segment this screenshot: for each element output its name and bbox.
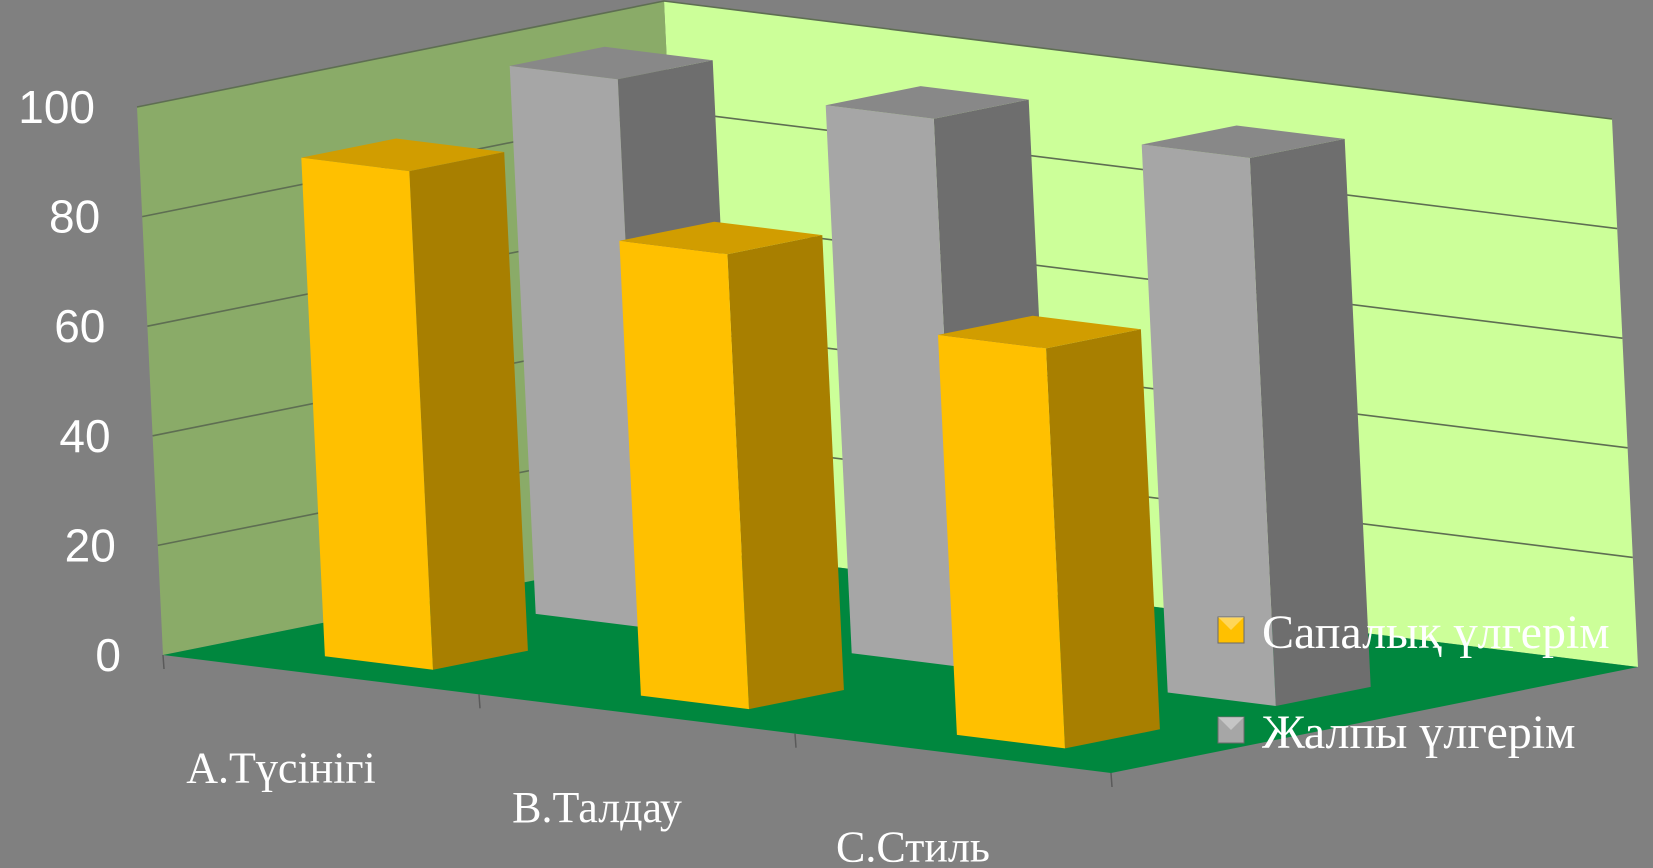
legend-label: Жалпы үлгерім [1262,706,1575,759]
bar-front [1141,144,1276,706]
bar-sapalyq-1 [301,138,528,670]
bar-front [938,334,1065,749]
bar-side [1249,138,1371,706]
category-label: A.Түсінігі [186,744,375,793]
legend-swatch [1217,616,1245,644]
bar-side [409,152,528,670]
x-axis-tick [162,654,165,670]
bar-side [1046,329,1160,749]
legend-label: Сапалық үлгерім [1262,606,1610,659]
y-tick-label: 0 [95,629,121,681]
bar-side [727,235,844,710]
legend-item: Жалпы үлгерім [1217,706,1575,759]
y-tick-label: 40 [59,410,110,462]
y-tick-label: 100 [18,81,95,133]
bar-top [1141,125,1345,158]
category-label: B.Талдау [512,783,682,832]
gridline [136,0,1613,120]
legend-swatch [1217,716,1245,744]
x-axis-tick [794,733,797,748]
y-tick-label: 20 [65,519,116,571]
bar-zhalpy-3 [1141,125,1371,706]
x-axis-tick [478,694,481,709]
bar-sapalyq-3 [938,315,1160,749]
bar-top [509,46,713,80]
legend-swatch-highlight [1218,617,1244,630]
legend-item: Сапалық үлгерім [1217,606,1610,659]
category-label: C.Стиль [836,822,990,868]
bar-sapalyq-2 [619,221,844,710]
y-tick-label: 60 [54,300,105,352]
bar-front [509,65,644,628]
legend-swatch-highlight [1218,717,1244,730]
bar-front [619,240,749,710]
bar-top [825,86,1029,119]
bar-front [301,157,433,670]
bar-top [301,138,505,172]
floor [163,549,1638,773]
bar-top [619,221,823,255]
y-tick-label: 80 [49,191,100,243]
bar-front [825,105,960,667]
bar-top [938,315,1141,349]
x-axis-tick [1110,772,1113,788]
